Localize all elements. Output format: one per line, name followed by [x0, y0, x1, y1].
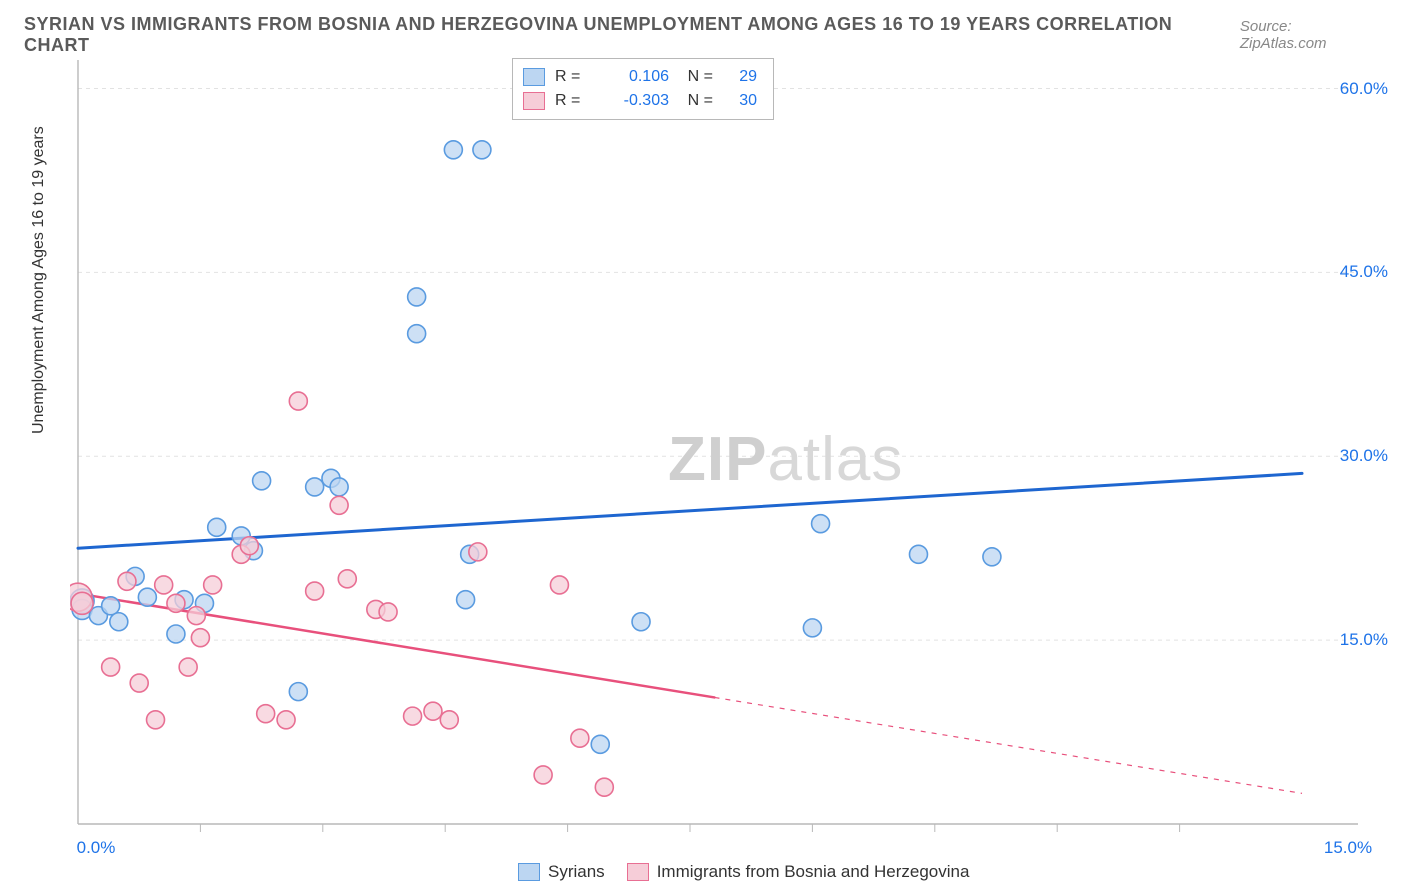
legend-series-label: Syrians — [548, 862, 605, 882]
legend-series: Syrians Immigrants from Bosnia and Herzeg… — [518, 862, 969, 882]
legend-swatch — [523, 92, 545, 110]
r-label: R = — [555, 68, 589, 86]
legend-series-item: Immigrants from Bosnia and Herzegovina — [627, 862, 970, 882]
source-label: Source: ZipAtlas.com — [1240, 18, 1382, 52]
legend-swatch — [627, 863, 649, 881]
y-axis-label: Unemployment Among Ages 16 to 19 years — [30, 126, 48, 434]
chart-container: Unemployment Among Ages 16 to 19 years Z… — [48, 54, 1388, 884]
y-tick-label: 60.0% — [1340, 79, 1388, 99]
r-label: R = — [555, 92, 589, 110]
n-value: 29 — [723, 68, 757, 86]
legend-series-item: Syrians — [518, 862, 605, 882]
chart-title: SYRIAN VS IMMIGRANTS FROM BOSNIA AND HER… — [24, 14, 1240, 56]
legend-stats: R = 0.106 N = 29 R = -0.303 N = 30 — [512, 58, 774, 120]
r-value: 0.106 — [599, 68, 669, 86]
legend-series-label: Immigrants from Bosnia and Herzegovina — [657, 862, 970, 882]
n-value: 30 — [723, 92, 757, 110]
legend-stat-row: R = -0.303 N = 30 — [523, 89, 757, 113]
n-label: N = — [679, 92, 713, 110]
legend-swatch — [518, 863, 540, 881]
y-tick-label: 15.0% — [1340, 630, 1388, 650]
n-label: N = — [679, 68, 713, 86]
watermark: ZIPatlas — [668, 424, 903, 495]
y-tick-label: 45.0% — [1340, 262, 1388, 282]
y-tick-label: 30.0% — [1340, 446, 1388, 466]
legend-swatch — [523, 68, 545, 86]
x-tick-label: 0.0% — [77, 838, 116, 858]
x-tick-label: 15.0% — [1324, 838, 1372, 858]
legend-stat-row: R = 0.106 N = 29 — [523, 65, 757, 89]
r-value: -0.303 — [599, 92, 669, 110]
